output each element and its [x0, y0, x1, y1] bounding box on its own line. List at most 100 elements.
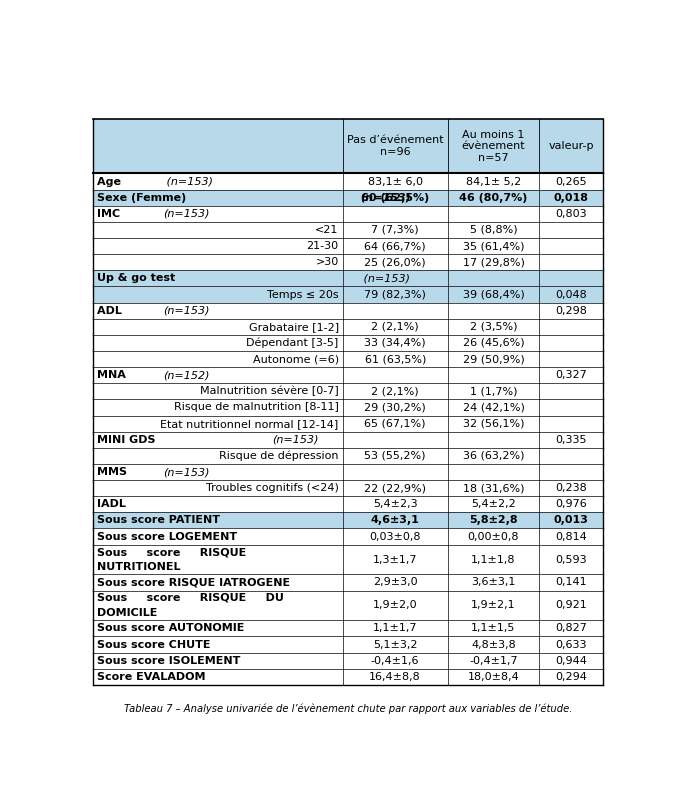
Bar [93, 545, 603, 574]
Text: Sous score PATIENT: Sous score PATIENT [97, 516, 220, 525]
Text: 4,6±3,1: 4,6±3,1 [371, 516, 420, 525]
Text: valeur-p: valeur-p [549, 141, 594, 151]
Text: 79 (82,3%): 79 (82,3%) [364, 289, 426, 300]
Text: 29 (50,9%): 29 (50,9%) [462, 354, 524, 364]
Text: -0,4±1,7: -0,4±1,7 [469, 656, 518, 666]
Bar [93, 591, 603, 621]
Text: -0,4±1,6: -0,4±1,6 [371, 656, 420, 666]
Text: 0,048: 0,048 [555, 289, 587, 300]
Text: 83,1± 6,0: 83,1± 6,0 [368, 177, 423, 187]
Text: 53 (55,2%): 53 (55,2%) [365, 451, 426, 461]
Text: 2 (2,1%): 2 (2,1%) [371, 322, 419, 332]
Text: 60 (62,5%): 60 (62,5%) [361, 192, 429, 203]
Text: 46 (80,7%): 46 (80,7%) [459, 192, 528, 203]
Bar [93, 302, 603, 318]
Text: Sous     score     RISQUE: Sous score RISQUE [97, 547, 246, 557]
Text: 32 (56,1%): 32 (56,1%) [462, 419, 524, 428]
Bar [93, 318, 603, 335]
Text: Grabataire [1-2]: Grabataire [1-2] [249, 322, 339, 332]
Text: 0,03±0,8: 0,03±0,8 [369, 532, 421, 541]
Text: 5,4±2,2: 5,4±2,2 [471, 499, 516, 509]
Text: 0,976: 0,976 [555, 499, 587, 509]
Text: 18,0±8,4: 18,0±8,4 [468, 671, 519, 682]
Text: 0,327: 0,327 [555, 370, 587, 381]
Text: Sexe (Femme): Sexe (Femme) [97, 192, 190, 203]
Text: 0,827: 0,827 [555, 624, 587, 633]
Text: 0,814: 0,814 [555, 532, 587, 541]
Text: 0,803: 0,803 [555, 208, 587, 219]
Bar [93, 399, 603, 415]
Text: 39 (68,4%): 39 (68,4%) [462, 289, 524, 300]
Text: >30: >30 [316, 257, 339, 267]
Text: 0,265: 0,265 [555, 177, 587, 187]
Bar [93, 335, 603, 351]
Text: (n=153): (n=153) [360, 192, 410, 203]
Text: 84,1± 5,2: 84,1± 5,2 [466, 177, 521, 187]
Bar [93, 206, 603, 222]
Text: (n=153): (n=153) [163, 177, 213, 187]
Text: 24 (42,1%): 24 (42,1%) [462, 402, 524, 412]
Text: Risque de dépression: Risque de dépression [219, 451, 339, 461]
Bar [93, 415, 603, 431]
Bar [93, 174, 603, 190]
Text: 35 (61,4%): 35 (61,4%) [462, 241, 524, 251]
Text: (n=153): (n=153) [360, 273, 409, 284]
Text: Sous score RISQUE IATROGENE: Sous score RISQUE IATROGENE [97, 578, 290, 587]
Bar [93, 574, 603, 591]
Text: 5,8±2,8: 5,8±2,8 [469, 516, 518, 525]
Bar [93, 480, 603, 496]
Text: (n=153): (n=153) [163, 467, 209, 477]
Bar [93, 222, 603, 238]
Bar [93, 351, 603, 367]
Text: 2 (2,1%): 2 (2,1%) [371, 386, 419, 397]
Text: Risque de malnutrition [8-11]: Risque de malnutrition [8-11] [174, 402, 339, 412]
Text: 5 (8,8%): 5 (8,8%) [470, 225, 517, 235]
Text: 0,238: 0,238 [555, 483, 587, 493]
Text: (n=153): (n=153) [163, 208, 209, 219]
Text: Dépendant [3-5]: Dépendant [3-5] [246, 338, 339, 348]
Text: 0,141: 0,141 [555, 578, 587, 587]
Text: 1 (1,7%): 1 (1,7%) [470, 386, 517, 397]
Bar [93, 431, 603, 448]
Text: 16,4±8,8: 16,4±8,8 [369, 671, 421, 682]
Text: NUTRITIONEL: NUTRITIONEL [97, 562, 181, 572]
Bar [93, 669, 603, 685]
Text: 1,1±1,8: 1,1±1,8 [471, 554, 516, 565]
Text: 5,1±3,2: 5,1±3,2 [373, 640, 418, 650]
Bar [93, 528, 603, 545]
Text: (n=153): (n=153) [272, 435, 318, 444]
Text: MNA: MNA [97, 370, 130, 381]
Text: 0,921: 0,921 [555, 600, 587, 611]
Text: 0,633: 0,633 [555, 640, 587, 650]
Text: Tableau 7 – Analyse univariée de l’évènement chute par rapport aux variables de : Tableau 7 – Analyse univariée de l’évène… [124, 704, 572, 714]
Text: <21: <21 [315, 225, 339, 235]
Bar [93, 190, 603, 206]
Text: Pas d’événement
n=96: Pas d’événement n=96 [347, 135, 443, 157]
Text: Up & go test: Up & go test [97, 273, 179, 284]
Text: Sous score CHUTE: Sous score CHUTE [97, 640, 210, 650]
Bar [93, 621, 603, 637]
Text: 0,335: 0,335 [555, 435, 587, 444]
Bar [93, 238, 603, 255]
Text: 0,018: 0,018 [554, 192, 589, 203]
Text: 64 (66,7%): 64 (66,7%) [365, 241, 426, 251]
Text: ADL: ADL [97, 305, 126, 316]
Text: 0,944: 0,944 [555, 656, 587, 666]
Text: 7 (7,3%): 7 (7,3%) [371, 225, 419, 235]
Text: 65 (67,1%): 65 (67,1%) [365, 419, 426, 428]
Text: Sous score LOGEMENT: Sous score LOGEMENT [97, 532, 237, 541]
Text: 1,3±1,7: 1,3±1,7 [373, 554, 418, 565]
Text: 4,8±3,8: 4,8±3,8 [471, 640, 516, 650]
Text: 0,593: 0,593 [555, 554, 587, 565]
Text: MMS: MMS [97, 467, 131, 477]
Text: Sous score ISOLEMENT: Sous score ISOLEMENT [97, 656, 240, 666]
Text: Etat nutritionnel normal [12-14]: Etat nutritionnel normal [12-14] [160, 419, 339, 428]
Text: 1,1±1,7: 1,1±1,7 [373, 624, 418, 633]
Text: 2 (3,5%): 2 (3,5%) [470, 322, 517, 332]
Text: 25 (26,0%): 25 (26,0%) [365, 257, 426, 267]
Text: 17 (29,8%): 17 (29,8%) [462, 257, 524, 267]
Text: 0,294: 0,294 [555, 671, 587, 682]
Bar [93, 383, 603, 399]
Text: Malnutrition sévère [0-7]: Malnutrition sévère [0-7] [200, 386, 339, 397]
Text: 0,013: 0,013 [554, 516, 589, 525]
